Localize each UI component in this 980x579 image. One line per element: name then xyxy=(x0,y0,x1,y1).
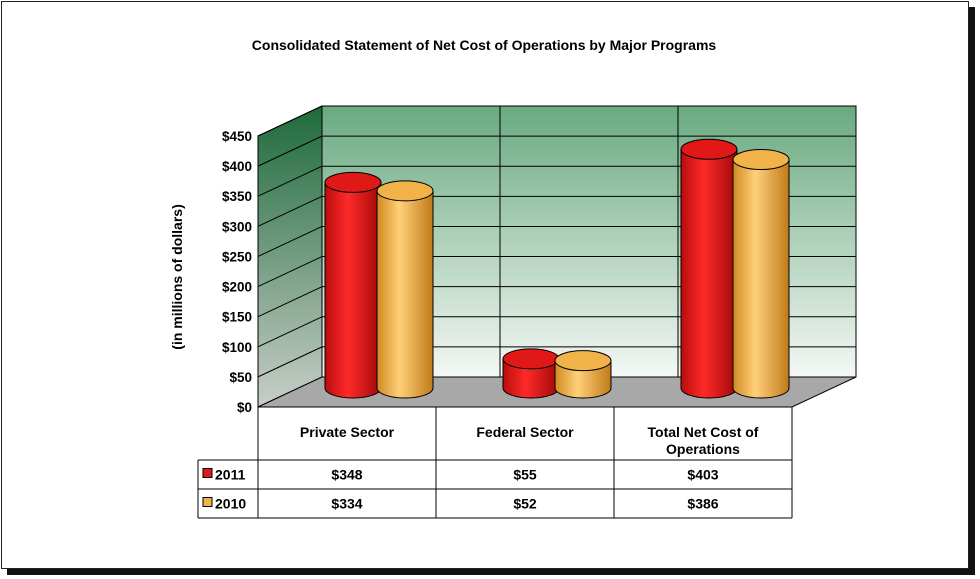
category-label: Private Sector xyxy=(300,424,395,440)
bar-top xyxy=(680,138,738,160)
y-tick-label: $450 xyxy=(222,129,252,144)
legend-label: 2010 xyxy=(215,496,246,512)
gridline-side xyxy=(257,135,323,167)
gridline-side xyxy=(257,105,323,137)
bar-2011-0 xyxy=(324,171,382,399)
gridline-side xyxy=(257,225,323,257)
gridline-side xyxy=(257,256,323,288)
y-tick-label: $400 xyxy=(222,159,252,174)
data-table: Private Sector Federal Sector Total Net Co… xyxy=(197,407,793,519)
bar-2010-1 xyxy=(554,350,612,399)
y-tick-label: $0 xyxy=(237,400,252,415)
plot-area: $0 $50 $100 $150 $200 $250 $300 $350 $400 $450 xyxy=(222,105,857,415)
bar-2010-2 xyxy=(732,149,790,399)
y-axis-label: (in millions of dollars) xyxy=(169,204,185,349)
bar-body xyxy=(324,181,382,399)
chart-canvas: Consolidated Statement of Net Cost of Op… xyxy=(169,37,857,519)
bar-2010-0 xyxy=(376,180,434,399)
y-tick-label: $100 xyxy=(222,340,252,355)
bar-body xyxy=(732,159,790,399)
data-label: $52 xyxy=(513,496,537,512)
bar-body xyxy=(680,148,738,399)
y-tick-label: $150 xyxy=(222,310,252,325)
y-tick-label: $250 xyxy=(222,249,252,264)
bar-top xyxy=(502,348,560,370)
bar-2011-2 xyxy=(680,138,738,399)
legend-swatch-2010 xyxy=(202,497,213,507)
data-label: $386 xyxy=(687,496,718,512)
gridline-side xyxy=(257,346,323,378)
bar-top xyxy=(376,180,434,202)
data-label: $348 xyxy=(331,467,362,483)
chart-frame: Consolidated Statement of Net Cost of Op… xyxy=(1,1,969,569)
bar-2011-1 xyxy=(502,348,560,399)
legend-label: 2011 xyxy=(215,467,246,483)
category-label: Federal Sector xyxy=(476,424,574,440)
bar-top xyxy=(554,350,612,372)
y-tick-label: $300 xyxy=(222,219,252,234)
y-tick-label: $200 xyxy=(222,280,252,295)
gridline-side xyxy=(257,165,323,197)
bar-top xyxy=(324,171,382,193)
legend-swatch-2011 xyxy=(202,468,213,478)
gridline-side xyxy=(257,316,323,348)
data-label: $334 xyxy=(331,496,362,512)
chart-title: Consolidated Statement of Net Cost of Op… xyxy=(252,37,717,53)
y-tick-label: $350 xyxy=(222,189,252,204)
gridline-side xyxy=(257,195,323,227)
category-label: Total Net Cost of Operations xyxy=(648,424,759,457)
y-tick-label: $50 xyxy=(229,370,252,385)
bar-body xyxy=(376,190,434,399)
gridline-side xyxy=(257,286,323,318)
data-label: $55 xyxy=(513,467,537,483)
bar-top xyxy=(732,149,790,171)
bar-body xyxy=(554,360,612,399)
data-label: $403 xyxy=(687,467,718,483)
